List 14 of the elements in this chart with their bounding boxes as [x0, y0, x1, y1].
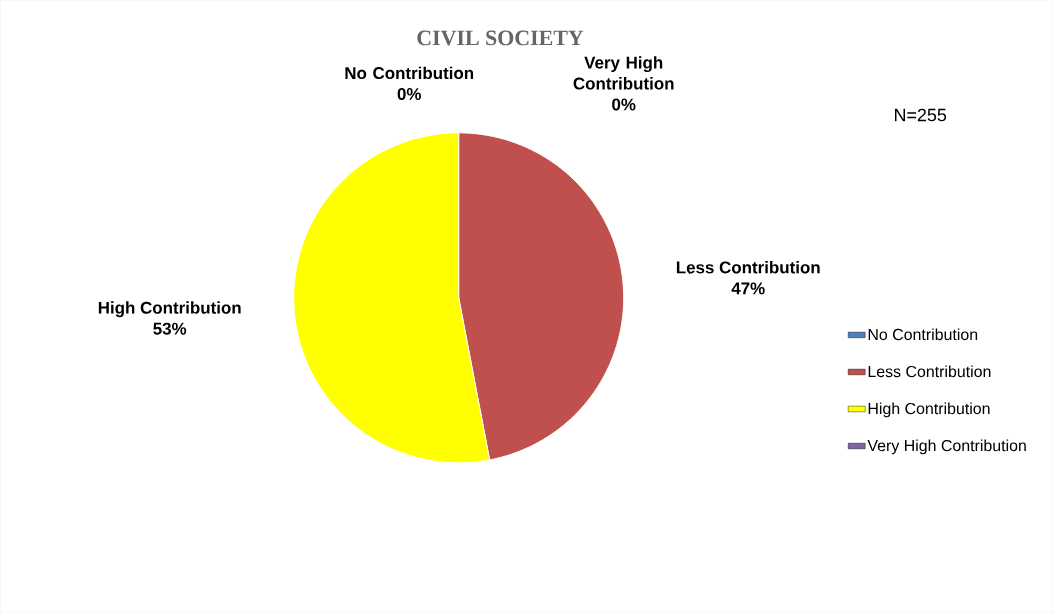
- text: 0%: [612, 98, 636, 111]
- slice-label: High Contribution: [98, 301, 241, 318]
- legend-label: No Contribution: [868, 328, 978, 341]
- slice-label: Less Contribution: [676, 261, 820, 274]
- legend-label: Less Contribution: [868, 365, 991, 378]
- chart-title: CIVIL SOCIETY: [417, 30, 584, 46]
- text: 0%: [397, 88, 421, 101]
- data-label: 53%: [153, 322, 187, 335]
- legend-label: Very High Contribution: [867, 439, 1026, 455]
- legend-label: High Contribution: [868, 402, 990, 418]
- category-label: No Contribution: [345, 66, 474, 80]
- category-label: Very High Contribution: [573, 56, 674, 90]
- data-label: 47%: [731, 282, 765, 295]
- text: N=255: [894, 108, 947, 122]
